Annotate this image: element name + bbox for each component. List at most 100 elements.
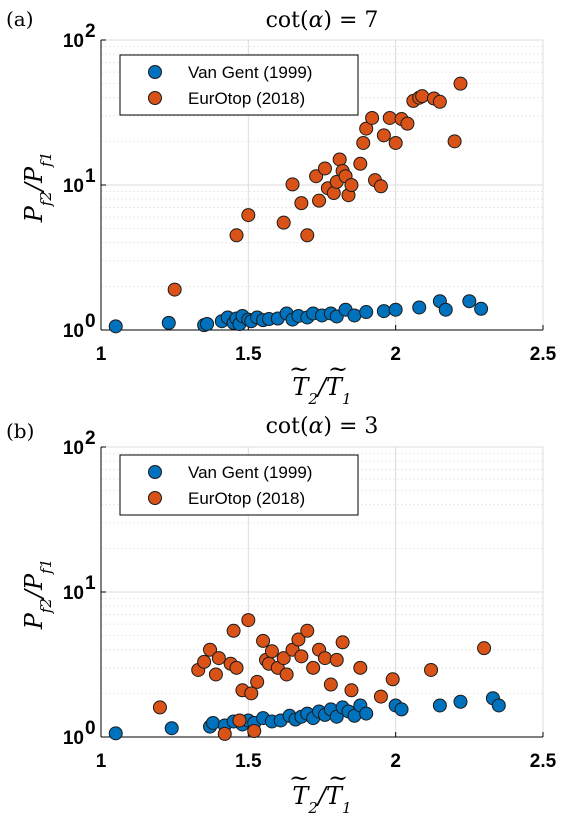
panel-b-x-tick-label: 1 [96, 751, 107, 772]
panel-a-y-tick-exponent: 0 [85, 311, 96, 332]
panel-b-data-point [256, 633, 271, 648]
panel-b-data-point [394, 702, 409, 717]
panel-a-data-point [317, 161, 332, 176]
panel-b-legend-label: Van Gent (1999) [188, 463, 312, 482]
panel-a-data-point [344, 178, 359, 192]
panel-a-data-point [474, 301, 489, 316]
panel-a-data-point [438, 302, 453, 317]
panel-a-data-point [312, 193, 327, 208]
svg-text:~: ~ [289, 764, 309, 792]
panel-b-data-point [208, 667, 223, 682]
panel-a-data-point [388, 135, 403, 150]
panel-a-label: (a) [6, 7, 34, 31]
panel-a-x-tick-label: 2.5 [530, 344, 557, 365]
panel-b-data-point [432, 698, 447, 713]
panel-a-data-point [447, 134, 462, 149]
panel-a-data-point [229, 228, 244, 243]
panel-b-data-point [306, 660, 321, 675]
panel-a-series-eurotop [167, 76, 468, 297]
panel-a-legend-label: EurOtop (2018) [188, 89, 305, 108]
panel-a-y-tick-exponent: 1 [85, 166, 96, 187]
panel-b-data-point [491, 698, 506, 713]
panel-a-x-tick-label: 2 [390, 344, 401, 365]
panel-a-x-tick-label: 1.5 [235, 344, 262, 365]
panel-a-data-point [388, 302, 403, 317]
panel-b-y-tick-label: 10 [63, 438, 84, 459]
panel-b-legend-label: EurOtop (2018) [188, 489, 305, 508]
panel-a-data-point [356, 135, 371, 150]
panel-a-data-point [365, 110, 380, 125]
panel-a-data-point [276, 215, 291, 230]
panel-b-data-point [226, 623, 241, 638]
panel-b-data-point [329, 652, 344, 667]
panel-b-data-point [300, 623, 315, 638]
svg-text:~: ~ [289, 355, 309, 383]
panel-b-y-tick-label: 10 [63, 583, 84, 604]
panel-a-y-tick-exponent: 2 [85, 21, 96, 42]
panel-a-data-point [347, 308, 362, 323]
panel-a-x-tick-label: 1 [96, 344, 107, 365]
panel-b-data-point [294, 649, 309, 664]
panel-b-data-point [477, 641, 492, 656]
panel-b-y-tick-exponent: 0 [85, 718, 96, 739]
panel-b-data-point [424, 662, 439, 677]
panel-b-data-point [276, 651, 291, 666]
panel-a-data-point [167, 282, 182, 297]
panel-b-data-point [211, 651, 226, 666]
panel-b-y-tick-exponent: 1 [85, 573, 96, 594]
panel-a-data-point [161, 315, 176, 330]
panel-b-data-point [353, 660, 368, 675]
svg-text:~: ~ [328, 764, 348, 792]
panel-b-data-point [229, 660, 244, 675]
panel-a-data-point [241, 208, 256, 223]
panel-a-y-tick-label: 10 [63, 31, 84, 52]
panel-b-y-tick-exponent: 2 [85, 428, 96, 449]
panel-b-data-point [244, 686, 259, 701]
panel-b-data-point [317, 651, 332, 666]
panel-a-data-point [200, 316, 215, 331]
panel-b-data-point [152, 700, 167, 715]
panel-b-data-point [335, 635, 350, 650]
panel-b-data-point [108, 726, 123, 741]
panel-b-data-point [373, 689, 388, 704]
panel-b-data-point [241, 613, 256, 628]
panel-a-data-point [376, 304, 391, 319]
panel-b-y-tick-label: 10 [63, 728, 84, 749]
panel-a-data-point [294, 196, 309, 211]
panel-a-data-point [453, 76, 468, 91]
panel-a-legend-marker [148, 91, 162, 105]
panel-a-data-point [376, 128, 391, 143]
panel-a-title: cot(α) = 7 [266, 8, 379, 33]
panel-a-data-point [359, 121, 374, 136]
panel-a-data-point [300, 228, 315, 243]
panel-a-data-point [108, 319, 123, 334]
panel-a-x-axis-label: T2/T1 ~ ~ [289, 355, 352, 408]
panel-b-data-point [453, 694, 468, 709]
panel-b-data-point [359, 706, 374, 721]
panel-a-data-point [359, 305, 374, 320]
svg-text:Pf2/Pf1: Pf2/Pf1 [20, 559, 55, 631]
panel-a-data-point [332, 152, 347, 167]
panel-a-legend-marker [148, 65, 162, 79]
panel-b-data-point [203, 642, 218, 657]
panel-a-legend-label: Van Gent (1999) [188, 63, 312, 82]
panel-b-x-tick-label: 1.5 [235, 751, 262, 772]
panel-a-data-point [415, 89, 430, 104]
panel-b-data-point [232, 713, 247, 728]
panel-a-data-point [432, 94, 447, 109]
panel-b-x-tick-label: 2.5 [530, 751, 557, 772]
panel-b-legend-box [119, 454, 359, 516]
panel-b-label: (b) [6, 419, 34, 443]
panel-b-data-point [197, 654, 212, 669]
panel-b-series-eurotop [152, 613, 492, 741]
panel-b-data-point [164, 721, 179, 736]
panel-b-data-point [250, 674, 265, 689]
panel-b-x-tick-label: 2 [390, 751, 401, 772]
panel-b-title: cot(α) = 3 [266, 414, 379, 439]
svg-text:Pf2/Pf1: Pf2/Pf1 [20, 152, 55, 224]
panel-b-legend-marker [148, 465, 162, 479]
panel-a-data-point [462, 294, 477, 309]
